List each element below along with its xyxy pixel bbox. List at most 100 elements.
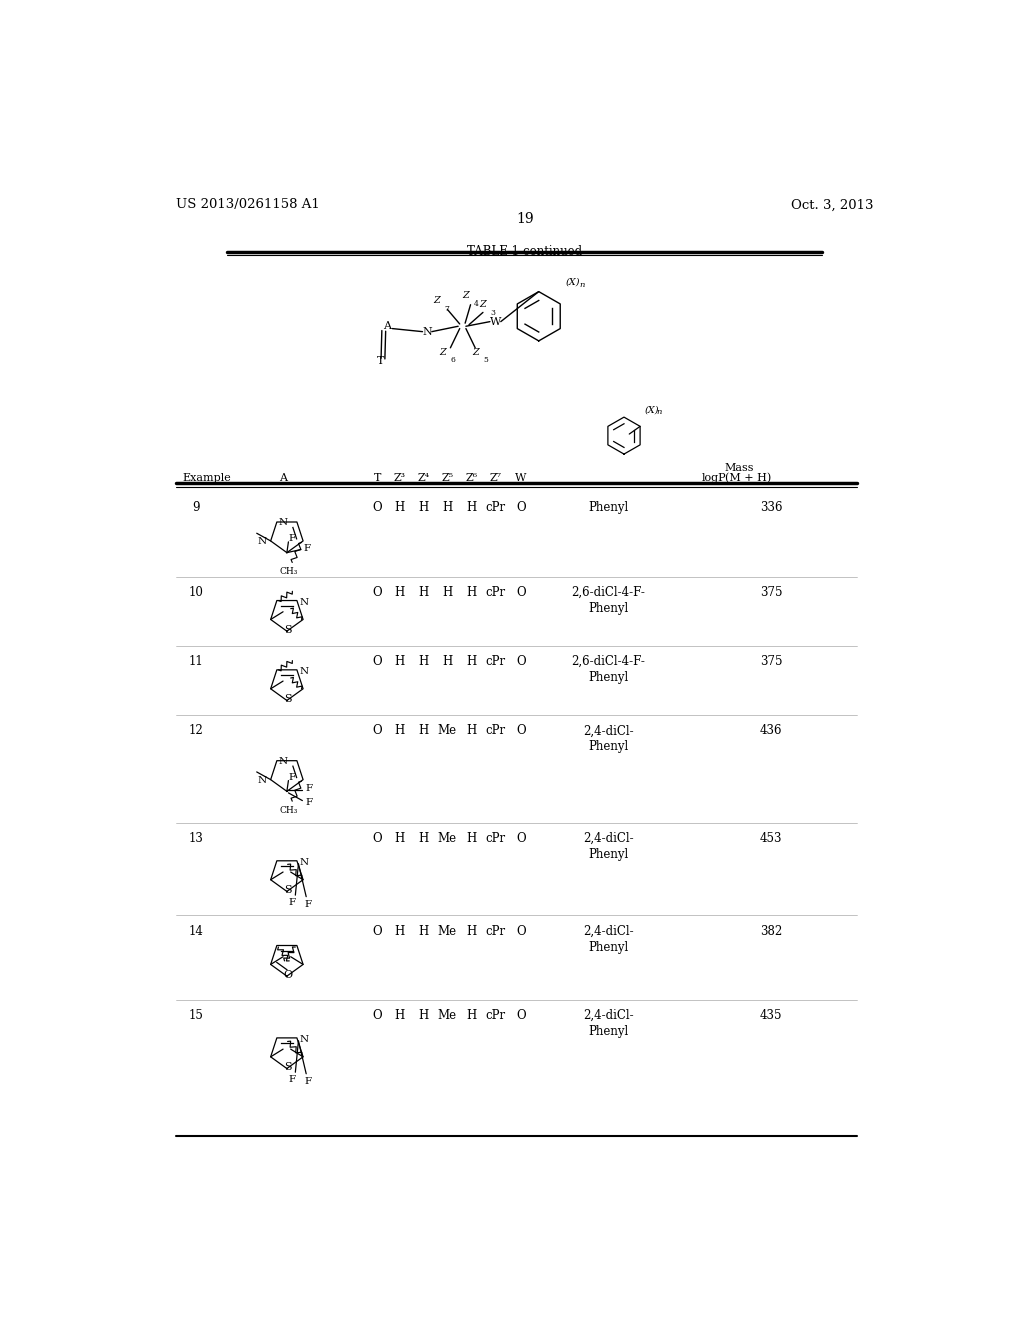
- Text: 13: 13: [188, 832, 204, 845]
- Text: O: O: [373, 655, 382, 668]
- Text: N: N: [279, 519, 288, 527]
- Text: O: O: [373, 832, 382, 845]
- Text: Z³: Z³: [393, 473, 406, 483]
- Text: W: W: [515, 473, 526, 483]
- Text: N: N: [279, 756, 288, 766]
- Text: 453: 453: [760, 832, 782, 845]
- Text: (X): (X): [644, 405, 658, 414]
- Text: N: N: [300, 1035, 309, 1044]
- Text: cPr: cPr: [485, 924, 506, 937]
- Text: 2,6-diCl-4-F-
Phenyl: 2,6-diCl-4-F- Phenyl: [571, 586, 645, 615]
- Text: H: H: [394, 832, 404, 845]
- Text: (M + H): (M + H): [725, 473, 771, 483]
- Text: cPr: cPr: [485, 502, 506, 513]
- Text: Oct. 3, 2013: Oct. 3, 2013: [792, 198, 873, 211]
- Text: Z⁵: Z⁵: [441, 473, 454, 483]
- Text: 2,4-diCl-
Phenyl: 2,4-diCl- Phenyl: [584, 1010, 634, 1039]
- Text: T: T: [377, 356, 384, 366]
- Text: US 2013/0261158 A1: US 2013/0261158 A1: [176, 198, 319, 211]
- Text: F: F: [289, 535, 296, 544]
- Text: H: H: [442, 502, 453, 513]
- Text: S: S: [284, 884, 292, 895]
- Text: cPr: cPr: [485, 1010, 506, 1022]
- Text: O: O: [373, 586, 382, 599]
- Text: F: F: [289, 774, 296, 781]
- Text: Me: Me: [437, 924, 457, 937]
- Text: N: N: [258, 537, 267, 546]
- Text: H: H: [418, 832, 428, 845]
- Text: Z: Z: [439, 348, 446, 356]
- Text: Z: Z: [472, 348, 478, 356]
- Text: cPr: cPr: [485, 832, 506, 845]
- Text: 5: 5: [483, 355, 487, 363]
- Text: Mass: Mass: [725, 463, 755, 474]
- Text: 2,4-diCl-
Phenyl: 2,4-diCl- Phenyl: [584, 832, 634, 861]
- Text: Z⁷: Z⁷: [489, 473, 502, 483]
- Text: F: F: [304, 544, 311, 553]
- Text: H: H: [418, 924, 428, 937]
- Text: F: F: [305, 784, 312, 793]
- Text: cPr: cPr: [485, 655, 506, 668]
- Text: (X): (X): [566, 279, 581, 286]
- Text: H: H: [418, 655, 428, 668]
- Text: 7: 7: [444, 305, 450, 313]
- Text: 2,4-diCl-
Phenyl: 2,4-diCl- Phenyl: [584, 924, 634, 953]
- Text: cPr: cPr: [485, 586, 506, 599]
- Text: Phenyl: Phenyl: [589, 502, 629, 513]
- Text: H: H: [394, 655, 404, 668]
- Text: O: O: [283, 970, 292, 979]
- Text: 435: 435: [760, 1010, 782, 1022]
- Text: O: O: [516, 586, 525, 599]
- Text: W: W: [489, 317, 501, 326]
- Text: Z: Z: [463, 290, 469, 300]
- Text: Me: Me: [437, 832, 457, 845]
- Text: 12: 12: [188, 725, 204, 738]
- Text: H: H: [466, 924, 476, 937]
- Text: O: O: [373, 725, 382, 738]
- Text: cPr: cPr: [485, 725, 506, 738]
- Text: H: H: [466, 502, 476, 513]
- Text: O: O: [516, 832, 525, 845]
- Text: 9: 9: [193, 502, 200, 513]
- Text: S: S: [284, 1063, 292, 1072]
- Text: S: S: [284, 624, 292, 635]
- Text: F: F: [304, 900, 311, 908]
- Text: O: O: [516, 502, 525, 513]
- Text: H: H: [418, 1010, 428, 1022]
- Text: n: n: [656, 408, 662, 416]
- Text: F: F: [304, 1077, 311, 1086]
- Text: 2,6-diCl-4-F-
Phenyl: 2,6-diCl-4-F- Phenyl: [571, 655, 645, 684]
- Text: O: O: [516, 725, 525, 738]
- Text: 6: 6: [451, 355, 456, 363]
- Text: H: H: [394, 924, 404, 937]
- Text: Example: Example: [182, 473, 231, 483]
- Text: O: O: [516, 924, 525, 937]
- Text: CH₃: CH₃: [280, 805, 298, 814]
- Text: N: N: [258, 776, 267, 785]
- Text: 436: 436: [760, 725, 782, 738]
- Text: 2,4-diCl-
Phenyl: 2,4-diCl- Phenyl: [584, 725, 634, 754]
- Text: Me: Me: [437, 725, 457, 738]
- Text: S: S: [284, 694, 292, 704]
- Text: 10: 10: [188, 586, 204, 599]
- Text: O: O: [373, 502, 382, 513]
- Text: 14: 14: [188, 924, 204, 937]
- Text: H: H: [418, 502, 428, 513]
- Text: TABLE 1-continued: TABLE 1-continued: [467, 244, 583, 257]
- Text: 4: 4: [474, 300, 478, 308]
- Text: O: O: [373, 1010, 382, 1022]
- Text: Me: Me: [437, 1010, 457, 1022]
- Text: N: N: [300, 598, 309, 607]
- Text: 382: 382: [760, 924, 782, 937]
- Text: H: H: [394, 1010, 404, 1022]
- Text: H: H: [442, 586, 453, 599]
- Text: F: F: [289, 1076, 296, 1084]
- Text: H: H: [394, 725, 404, 738]
- Text: O: O: [516, 1010, 525, 1022]
- Text: 336: 336: [760, 502, 782, 513]
- Text: 375: 375: [760, 655, 782, 668]
- Text: N: N: [300, 667, 309, 676]
- Text: 3: 3: [490, 309, 496, 317]
- Text: Z: Z: [433, 296, 440, 305]
- Text: H: H: [418, 725, 428, 738]
